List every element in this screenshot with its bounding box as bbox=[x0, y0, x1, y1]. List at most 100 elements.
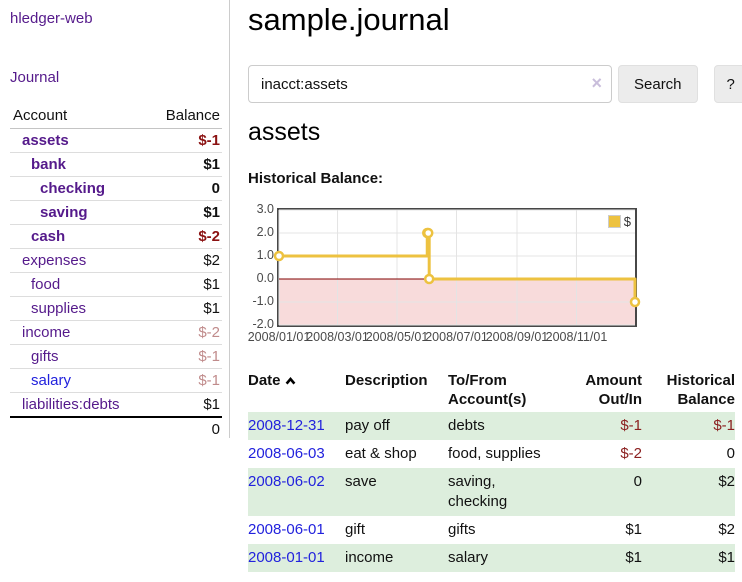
sidebar-account-link[interactable]: liabilities:debts bbox=[22, 396, 120, 413]
sidebar-account-balance: $1 bbox=[148, 272, 222, 297]
register-accounts: salary bbox=[448, 544, 560, 572]
register-balance: $2 bbox=[642, 468, 735, 516]
accounts-table: Account Balance assets $-1 bank $1 checking 0… bbox=[10, 104, 222, 441]
register-date-link[interactable]: 2008-06-01 bbox=[248, 521, 325, 538]
register-amount: $-1 bbox=[560, 412, 642, 440]
app-brand-link[interactable]: hledger-web bbox=[10, 10, 93, 27]
account-row: income $-2 bbox=[10, 320, 222, 345]
y-axis-tick-label: 3.0 bbox=[256, 202, 274, 216]
register-amount: 0 bbox=[560, 468, 642, 516]
chart-plot-area: $ bbox=[273, 208, 641, 327]
register-accounts: food, supplies bbox=[448, 445, 541, 462]
sidebar-account-balance: $1 bbox=[203, 396, 220, 413]
register-row: 2008-06-01 gift gifts $1 $2 bbox=[248, 516, 735, 544]
register-description: eat & shop bbox=[345, 445, 417, 462]
sidebar-account-link[interactable]: food bbox=[31, 276, 61, 293]
help-button[interactable]: ? bbox=[713, 65, 742, 103]
search-button[interactable]: Search bbox=[618, 65, 698, 103]
register-col-date[interactable]: Date bbox=[248, 369, 345, 412]
accounts-col-account: Account bbox=[10, 104, 149, 129]
sidebar-account-link[interactable]: assets bbox=[22, 132, 69, 149]
register-table: Date Description To/From Account(s) Amou… bbox=[248, 369, 735, 572]
register-accounts: debts bbox=[448, 412, 560, 440]
register-description: save bbox=[345, 468, 448, 516]
sidebar-account-link[interactable]: checking bbox=[40, 180, 106, 197]
account-row: cash $-2 bbox=[10, 224, 222, 249]
account-row: expenses $2 bbox=[10, 248, 222, 273]
sidebar-account-link[interactable]: gifts bbox=[31, 348, 59, 365]
register-description: income bbox=[345, 544, 448, 572]
sidebar-account-balance: $2 bbox=[148, 248, 222, 273]
x-axis-tick-label: 2008/07/01 bbox=[425, 330, 488, 344]
y-axis-tick-label: -1.0 bbox=[252, 294, 274, 308]
legend-swatch-icon bbox=[607, 215, 621, 228]
x-axis-tick-label: 2008/03/01 bbox=[306, 330, 369, 344]
register-balance: 0 bbox=[726, 445, 735, 462]
sidebar-account-balance: $-1 bbox=[148, 368, 222, 393]
register-date-link[interactable]: 2008-06-03 bbox=[248, 445, 325, 462]
sidebar-account-balance: $-1 bbox=[148, 344, 222, 369]
register-balance: $2 bbox=[718, 521, 735, 538]
register-date-link[interactable]: 2008-12-31 bbox=[248, 417, 325, 434]
account-row: assets $-1 bbox=[10, 128, 222, 153]
sort-ascending-icon bbox=[285, 371, 296, 390]
account-row: gifts $-1 bbox=[10, 344, 222, 369]
page-title: sample.journal bbox=[248, 2, 450, 37]
y-axis-tick-label: 1.0 bbox=[256, 248, 274, 262]
x-axis-tick-label: 2008/09/01 bbox=[485, 330, 549, 344]
account-heading: assets bbox=[248, 118, 321, 146]
register-row: 2008-06-02 save saving, checking 0 $2 bbox=[248, 468, 735, 516]
register-description: pay off bbox=[345, 412, 448, 440]
sidebar-divider bbox=[229, 0, 230, 438]
account-row: salary $-1 bbox=[10, 368, 222, 393]
register-date-link[interactable]: 2008-01-01 bbox=[248, 549, 325, 566]
sidebar-account-balance: $-2 bbox=[148, 320, 222, 345]
register-accounts: gifts bbox=[448, 521, 476, 538]
main-content: sample.journal × Search ? assets Histori… bbox=[230, 0, 742, 572]
accounts-total-spacer bbox=[10, 416, 149, 441]
sidebar-account-balance: $1 bbox=[148, 152, 222, 177]
chart-legend: $ bbox=[607, 214, 631, 229]
sidebar: hledger-web Journal Account Balance asse… bbox=[0, 0, 230, 572]
clear-search-icon[interactable]: × bbox=[591, 73, 602, 93]
register-row: 2008-01-01 income salary $1 $1 bbox=[248, 544, 735, 572]
accounts-table-header: Account Balance bbox=[10, 104, 222, 129]
accounts-total-value: 0 bbox=[148, 416, 222, 441]
account-row: food $1 bbox=[10, 272, 222, 297]
register-balance: $1 bbox=[642, 544, 735, 572]
accounts-total-row: 0 bbox=[10, 416, 222, 441]
chart-y-labels: 3.0 2.0 1.0 0.0 -1.0 -2.0 bbox=[248, 202, 274, 331]
sidebar-account-link[interactable]: expenses bbox=[22, 252, 87, 269]
account-row: liabilities:debts $1 bbox=[10, 393, 222, 418]
chart-x-labels: 2008/01/01 2008/03/01 2008/05/01 2008/07/01… bbox=[248, 330, 639, 346]
sidebar-account-link[interactable]: bank bbox=[31, 156, 67, 173]
x-axis-tick-label: 2008/01/01 bbox=[247, 330, 311, 344]
accounts-col-balance: Balance bbox=[148, 104, 222, 129]
register-description: gift bbox=[345, 521, 366, 538]
register-date-link[interactable]: 2008-06-02 bbox=[248, 473, 325, 490]
register-amount: $1 bbox=[625, 521, 642, 538]
sidebar-account-balance: 0 bbox=[148, 176, 222, 201]
account-rows: assets $-1 bank $1 checking 0 saving $1 cash $-2 e… bbox=[10, 128, 222, 418]
account-row: saving $1 bbox=[10, 200, 222, 225]
x-axis-tick-label: 2008/11/01 bbox=[545, 330, 608, 344]
register-col-balance: Historical Balance bbox=[666, 372, 735, 408]
register-balance: $-1 bbox=[642, 412, 735, 440]
historical-balance-chart: 3.0 2.0 1.0 0.0 -1.0 -2.0 $ 2008/01/01 2008/03… bbox=[248, 202, 735, 350]
legend-label: $ bbox=[623, 214, 631, 229]
y-axis-tick-label: 0.0 bbox=[256, 271, 274, 285]
nav-journal-link[interactable]: Journal bbox=[10, 69, 60, 86]
register-amount: $-2 bbox=[620, 445, 642, 462]
sidebar-account-link[interactable]: income bbox=[22, 324, 71, 341]
sidebar-account-link[interactable]: salary bbox=[31, 372, 72, 389]
search-form: × Search ? bbox=[248, 65, 742, 103]
sidebar-account-link[interactable]: supplies bbox=[31, 300, 87, 317]
sidebar-account-link[interactable]: cash bbox=[31, 228, 66, 245]
sidebar-account-balance: $-1 bbox=[148, 128, 222, 153]
search-input[interactable] bbox=[248, 65, 612, 103]
sidebar-account-link[interactable]: saving bbox=[40, 204, 88, 221]
register-row: 2008-12-31 pay off debts $-1 $-1 bbox=[248, 412, 735, 440]
register-accounts: saving, checking bbox=[448, 468, 560, 516]
register-rows: 2008-12-31 pay off debts $-1 $-1 2008-06-03 ea… bbox=[248, 412, 735, 572]
